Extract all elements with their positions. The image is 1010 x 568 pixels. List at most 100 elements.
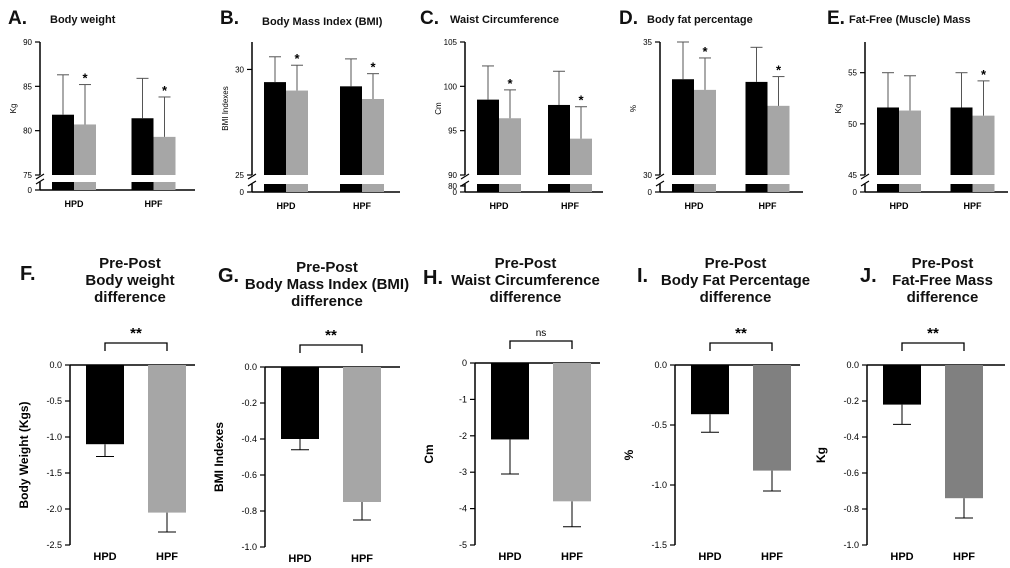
bar-base (745, 184, 768, 192)
significance-bracket (709, 342, 773, 351)
x-tick-label: HPD (276, 201, 296, 211)
y-axis-label: BMI Indexes (221, 86, 230, 130)
y-tick-label: 90 (448, 171, 457, 180)
y-tick-label: -1.0 (46, 432, 62, 442)
y-tick-label: 35 (643, 38, 652, 47)
x-tick-label: HPD (889, 201, 909, 211)
y-axis-label: Cm (434, 102, 443, 115)
y-tick-label: -0.2 (843, 396, 859, 406)
y-tick-label: -0.4 (843, 432, 859, 442)
title-line: Pre-Post (494, 255, 557, 272)
x-tick-label: HPF (759, 201, 778, 211)
y-axis-label: Cm (422, 444, 436, 463)
significance-marker: * (82, 71, 88, 86)
title-line: Pre-Post (296, 259, 358, 276)
y-tick-label: 100 (444, 82, 458, 91)
x-tick-label: HPD (698, 551, 721, 563)
bar (570, 138, 592, 175)
bar (945, 365, 983, 499)
chart-panel-i: I. Pre-Post Body Fat Percentage differen… (605, 245, 810, 568)
title-line: Pre-Post (704, 255, 767, 272)
x-tick-label: HPD (64, 199, 84, 209)
chart-panel-a: A. Body weight 75 80 85 90 0 Kg * HPD * HPF (0, 0, 200, 220)
x-tick-label: HPF (156, 551, 178, 563)
chart-panel-e: E. Fat-Free (Muscle) Mass 45 50 55 0 Kg HPD * H… (805, 0, 1010, 220)
y-axis-label: Kg (814, 447, 828, 463)
axis-break-mark (35, 173, 45, 185)
y-tick-label: -1.0 (843, 540, 859, 550)
chart-panel-d: D. Body fat percentage 30 35 0% * HPD * HPF (605, 0, 805, 220)
y-tick-label: 0.0 (49, 360, 62, 370)
y-tick-label: -1.0 (241, 542, 257, 552)
chart-body-weight: 75 80 85 90 0 Kg * HPD * HPF (9, 38, 195, 209)
panel-letter: C. (420, 8, 439, 29)
title-line: Body weight (85, 272, 175, 289)
y-tick-label: 45 (848, 171, 857, 180)
bar-base (499, 184, 521, 192)
chart-title: Pre-Post Body Fat Percentage difference (653, 255, 818, 306)
title-line: difference (291, 293, 363, 310)
x-tick-label: HPD (489, 201, 509, 211)
y-tick-label: -0.5 (651, 420, 667, 430)
y-tick-label: -0.5 (46, 396, 62, 406)
bar (753, 365, 791, 471)
y-axis-label: BMI Indexes (212, 422, 226, 492)
x-tick-label: HPD (684, 201, 704, 211)
y-axis-label: Kg (9, 104, 18, 114)
panel-letter: I. (637, 265, 649, 287)
significance-marker: * (702, 44, 708, 59)
y-tick-label: -2 (459, 431, 467, 441)
chart-title: Waist Circumference (450, 14, 560, 26)
y-axis-label: % (629, 105, 638, 112)
axis-break-mark (460, 173, 470, 187)
y-tick-label: -4 (459, 504, 467, 514)
significance-marker: * (162, 83, 168, 98)
x-tick-label: HPF (953, 551, 975, 563)
chart-panel-h: H. Pre-Post Waist Circumference differen… (405, 245, 605, 568)
x-tick-label: HPD (288, 553, 311, 565)
y-tick-label: 0 (462, 358, 467, 368)
bar (499, 118, 521, 175)
panel-letter: E. (827, 8, 845, 29)
axis-break-mark (247, 173, 257, 187)
y-tick-label: 0 (853, 188, 858, 197)
y-axis-label: % (622, 449, 636, 460)
bar-base (694, 184, 716, 192)
bar (672, 79, 694, 175)
bar (286, 90, 308, 175)
y-axis-label: Body Weight (Kgs) (17, 401, 31, 508)
y-tick-label: 0 (28, 186, 33, 195)
bar (767, 105, 790, 175)
x-tick-label: HPD (890, 551, 913, 563)
bar-base (74, 182, 96, 190)
bar (691, 365, 729, 415)
bar-base (131, 182, 154, 190)
title-line: Body Fat Percentage (660, 272, 811, 289)
chart-waist: 90 95 100 105 800 Cm * HPD * HPF (434, 38, 603, 211)
bar-base (286, 184, 308, 192)
bar (362, 99, 384, 175)
title-line: difference (94, 289, 166, 306)
bar (264, 82, 286, 175)
bar (477, 99, 499, 175)
panel-letter: D. (619, 8, 638, 29)
chart-body-weight-difference: 0.0 -0.5 -1.0 -1.5 -2.0 -2.5 Body Weight (Kgs)… (17, 325, 195, 563)
bar (553, 363, 591, 502)
y-tick-label: 95 (448, 127, 457, 136)
bar (153, 136, 176, 175)
axis-break-mark (655, 173, 665, 187)
significance-marker: ** (735, 325, 747, 342)
chart-bmi: 25 30 0 BMI Indexes * HPD * HPF (221, 42, 400, 211)
bar-base (340, 184, 362, 192)
chart-title: Pre-Post Waist Circumference difference (443, 255, 608, 306)
significance-bracket (509, 340, 573, 349)
bar (877, 107, 899, 175)
chart-title: Pre-Post Body Mass Index (BMI) differenc… (242, 259, 412, 310)
y-tick-label: -3 (459, 467, 467, 477)
significance-marker: ** (927, 325, 939, 342)
chart-body-fat: 30 35 0% * HPD * HPF (629, 38, 803, 211)
title-line: Waist Circumference (451, 272, 600, 289)
y-tick-label: 0 (240, 188, 245, 197)
y-tick-label: -5 (459, 540, 467, 550)
x-tick-label: HPF (145, 199, 164, 209)
